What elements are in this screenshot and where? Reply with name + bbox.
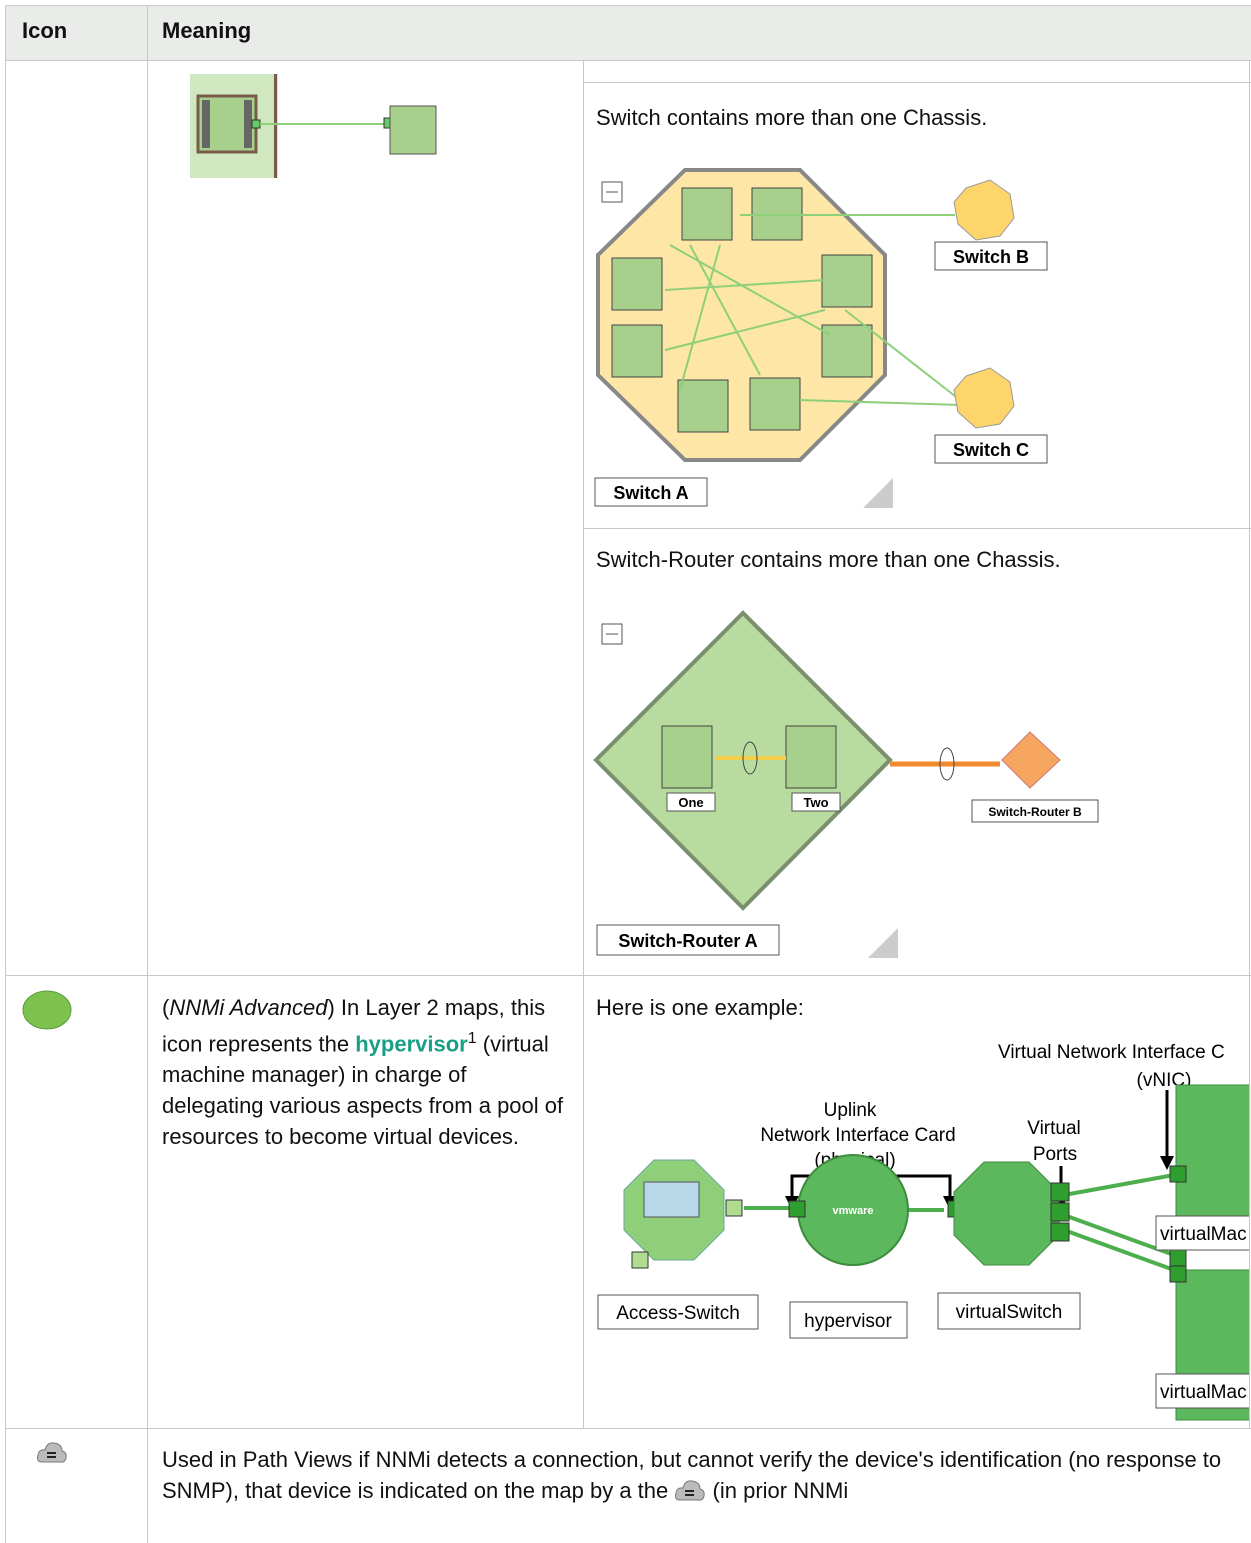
border bbox=[5, 60, 1251, 61]
border bbox=[5, 975, 1251, 976]
node-label: Switch B bbox=[953, 247, 1029, 267]
node-label: Switch-Router B bbox=[988, 805, 1082, 819]
meaning-text: Used in Path Views if NNMi detects a con… bbox=[162, 1444, 1237, 1506]
border bbox=[5, 5, 1251, 6]
cloud-icon bbox=[675, 1480, 706, 1501]
border bbox=[147, 5, 148, 1543]
chassis-icon bbox=[190, 74, 437, 178]
annotation: Uplink bbox=[824, 1100, 877, 1121]
meaning-text: (NNMi Advanced) In Layer 2 maps, this ic… bbox=[162, 992, 572, 1152]
text: ( bbox=[162, 995, 170, 1020]
footnote[interactable]: 1 bbox=[467, 1030, 477, 1047]
annotation: Network Interface Card bbox=[760, 1125, 955, 1146]
border bbox=[583, 82, 1251, 83]
qualifier: NNMi Advanced bbox=[169, 995, 328, 1020]
node-label: Switch-Router A bbox=[618, 931, 757, 951]
hypervisor-icon bbox=[22, 990, 72, 1030]
node-label: virtualMac bbox=[1160, 1224, 1247, 1245]
node-label: Access-Switch bbox=[616, 1303, 740, 1324]
glossary-link[interactable]: hypervisor bbox=[355, 1031, 468, 1057]
vendor-logo: vmware bbox=[833, 1205, 874, 1217]
border bbox=[583, 528, 1251, 529]
border bbox=[5, 1428, 1251, 1429]
cloud-icon bbox=[37, 1442, 67, 1463]
border bbox=[5, 5, 6, 1543]
switch-diagram: Switch B Switch C Switch A bbox=[594, 168, 1048, 508]
border bbox=[583, 60, 584, 1428]
border bbox=[1249, 60, 1250, 1428]
caption: Here is one example: bbox=[596, 995, 804, 1020]
caption: Switch-Router contains more than one Cha… bbox=[596, 547, 1061, 572]
header-cell: Meaning bbox=[162, 18, 252, 43]
annotation: Virtual bbox=[1027, 1118, 1081, 1139]
node-label: Two bbox=[803, 795, 828, 810]
switch-router-diagram: One Two Switch-Router B Switch-Router A bbox=[593, 610, 1099, 958]
annotation: Ports bbox=[1033, 1144, 1077, 1165]
annotation: Virtual Network Interface C bbox=[998, 1042, 1225, 1063]
table-header bbox=[5, 5, 1251, 60]
node-label: Switch C bbox=[953, 440, 1029, 460]
node-label: Switch A bbox=[613, 483, 688, 503]
node-label: virtualMac bbox=[1160, 1382, 1247, 1403]
node-label: One bbox=[678, 795, 703, 810]
caption: Switch contains more than one Chassis. bbox=[596, 105, 988, 130]
text: ) In Layer 2 maps, this icon represents … bbox=[162, 995, 546, 1057]
text: (in prior NNMi bbox=[712, 1478, 849, 1503]
hypervisor-diagram: Virtual Network Interface C (vNIC) Uplin… bbox=[597, 1042, 1249, 1421]
text: Used in Path Views if NNMi detects a con… bbox=[162, 1447, 1222, 1503]
node-label: hypervisor bbox=[804, 1311, 892, 1332]
header-cell: Icon bbox=[22, 18, 68, 43]
node-label: virtualSwitch bbox=[956, 1302, 1063, 1323]
text: (virtual machine manager) in charge of d… bbox=[162, 1031, 564, 1150]
